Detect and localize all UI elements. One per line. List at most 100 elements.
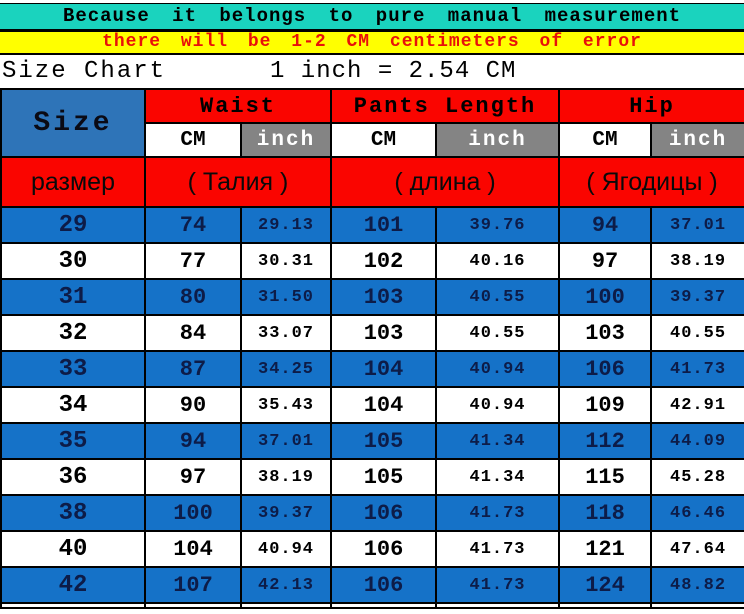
waist-cm-cell: 100 xyxy=(144,494,242,532)
waist-group-header-ru: ( Талия ) xyxy=(143,156,333,208)
waist-inch-cell: 42.13 xyxy=(239,566,333,604)
length-cm-cell: 104 xyxy=(330,386,438,424)
waist-cm-cell: 87 xyxy=(144,350,242,388)
waist-cm-cell: 77 xyxy=(144,242,242,280)
hip-inch-cell: 37.01 xyxy=(650,206,744,244)
length-cm-cell: 102 xyxy=(330,242,438,280)
waist-cm-cell: 94 xyxy=(144,422,242,460)
size-chart-table: Size Waist Pants Length Hip CM inch CM i… xyxy=(0,88,744,609)
waist-inch-cell: 29.13 xyxy=(239,206,333,244)
waist-inch-cell: 30.31 xyxy=(239,242,333,280)
size-cell: 30 xyxy=(0,242,146,280)
length-inch-cell: 39.76 xyxy=(435,206,561,244)
table-row: 31 80 31.50 103 40.55 100 39.37 xyxy=(0,278,744,316)
length-inch-cell: 41.73 xyxy=(435,494,561,532)
hip-cm-cell: 118 xyxy=(558,494,653,532)
waist-cm-cell: 107 xyxy=(144,566,242,604)
length-inch-cell: 40.55 xyxy=(435,278,561,316)
table-row: 32 84 33.07 103 40.55 103 40.55 xyxy=(0,314,744,352)
waist-cm-cell: 90 xyxy=(144,386,242,424)
size-cell: 36 xyxy=(0,458,146,496)
hip-cm-cell: 112 xyxy=(558,422,653,460)
partial-cell xyxy=(239,602,333,609)
length-inch-cell: 41.73 xyxy=(435,566,561,604)
size-chart-title-row: Size Chart 1 inch = 2.54 CM xyxy=(0,55,744,88)
hip-inch-cell: 42.91 xyxy=(650,386,744,424)
size-chart-label: Size Chart xyxy=(2,58,167,85)
partial-cell xyxy=(330,602,438,609)
size-column-header-ru: размер xyxy=(0,156,146,208)
length-inch-cell: 40.16 xyxy=(435,242,561,280)
table-row: 36 97 38.19 105 41.34 115 45.28 xyxy=(0,458,744,496)
size-cell: 33 xyxy=(0,350,146,388)
length-cm-header: CM xyxy=(330,122,438,158)
hip-inch-cell: 41.73 xyxy=(650,350,744,388)
size-cell: 38 xyxy=(0,494,146,532)
size-cell: 32 xyxy=(0,314,146,352)
hip-cm-cell: 124 xyxy=(558,566,653,604)
hip-inch-cell: 47.64 xyxy=(650,530,744,568)
length-cm-cell: 106 xyxy=(330,494,438,532)
size-cell: 29 xyxy=(0,206,146,244)
table-row: 29 74 29.13 101 39.76 94 37.01 xyxy=(0,206,744,244)
partial-cell xyxy=(144,602,242,609)
size-cell: 40 xyxy=(0,530,146,568)
table-row: 34 90 35.43 104 40.94 109 42.91 xyxy=(0,386,744,424)
length-inch-cell: 41.34 xyxy=(435,422,561,460)
hip-inch-cell: 44.09 xyxy=(650,422,744,460)
error-banner: there will be 1-2 CM centimeters of erro… xyxy=(0,32,744,55)
waist-cm-cell: 97 xyxy=(144,458,242,496)
table-row: 38 100 39.37 106 41.73 118 46.46 xyxy=(0,494,744,532)
partial-cell xyxy=(650,602,744,609)
waist-cm-cell: 80 xyxy=(144,278,242,316)
size-cell: 31 xyxy=(0,278,146,316)
table-row: 40 104 40.94 106 41.73 121 47.64 xyxy=(0,530,744,568)
partial-cell xyxy=(558,602,653,609)
hip-inch-cell: 48.82 xyxy=(650,566,744,604)
header-group-row: Size Waist Pants Length Hip xyxy=(0,88,744,158)
inch-conversion-note: 1 inch = 2.54 CM xyxy=(270,58,517,85)
size-table-header: Size Waist Pants Length Hip CM inch CM i… xyxy=(0,88,744,208)
length-cm-cell: 103 xyxy=(330,314,438,352)
hip-inch-cell: 39.37 xyxy=(650,278,744,316)
waist-cm-cell: 104 xyxy=(144,530,242,568)
length-cm-cell: 106 xyxy=(330,566,438,604)
waist-cm-header: CM xyxy=(144,122,242,158)
length-inch-cell: 41.73 xyxy=(435,530,561,568)
waist-cm-cell: 74 xyxy=(144,206,242,244)
hip-cm-cell: 97 xyxy=(558,242,653,280)
hip-inch-cell: 40.55 xyxy=(650,314,744,352)
table-row: 30 77 30.31 102 40.16 97 38.19 xyxy=(0,242,744,280)
hip-cm-cell: 115 xyxy=(558,458,653,496)
waist-inch-header: inch xyxy=(239,122,333,158)
length-inch-cell: 40.94 xyxy=(435,386,561,424)
size-column-header: Size xyxy=(0,88,146,158)
waist-inch-cell: 39.37 xyxy=(239,494,333,532)
hip-cm-header: CM xyxy=(558,122,653,158)
hip-inch-cell: 38.19 xyxy=(650,242,744,280)
table-row: 35 94 37.01 105 41.34 112 44.09 xyxy=(0,422,744,460)
length-inch-header: inch xyxy=(435,122,561,158)
size-cell: 42 xyxy=(0,566,146,604)
length-inch-cell: 41.34 xyxy=(435,458,561,496)
size-cell: 34 xyxy=(0,386,146,424)
hip-cm-cell: 103 xyxy=(558,314,653,352)
hip-group-header-ru: ( Ягодицы ) xyxy=(558,156,744,208)
waist-inch-cell: 35.43 xyxy=(239,386,333,424)
waist-inch-cell: 40.94 xyxy=(239,530,333,568)
measurement-banner-text: Because it belongs to pure manual measur… xyxy=(62,5,682,27)
waist-group-header: Waist xyxy=(143,88,333,124)
length-cm-cell: 105 xyxy=(330,422,438,460)
hip-inch-header: inch xyxy=(650,122,744,158)
pants-length-group-header-ru: ( длина ) xyxy=(330,156,561,208)
hip-inch-cell: 45.28 xyxy=(650,458,744,496)
length-inch-cell: 40.94 xyxy=(435,350,561,388)
pants-length-group-header: Pants Length xyxy=(330,88,561,124)
waist-cm-cell: 84 xyxy=(144,314,242,352)
waist-inch-cell: 31.50 xyxy=(239,278,333,316)
length-cm-cell: 101 xyxy=(330,206,438,244)
hip-cm-cell: 121 xyxy=(558,530,653,568)
measurement-banner: Because it belongs to pure manual measur… xyxy=(0,3,744,32)
length-cm-cell: 106 xyxy=(330,530,438,568)
size-table-body: 29 74 29.13 101 39.76 94 37.01 30 77 30.31 102 40.1… xyxy=(0,206,744,609)
